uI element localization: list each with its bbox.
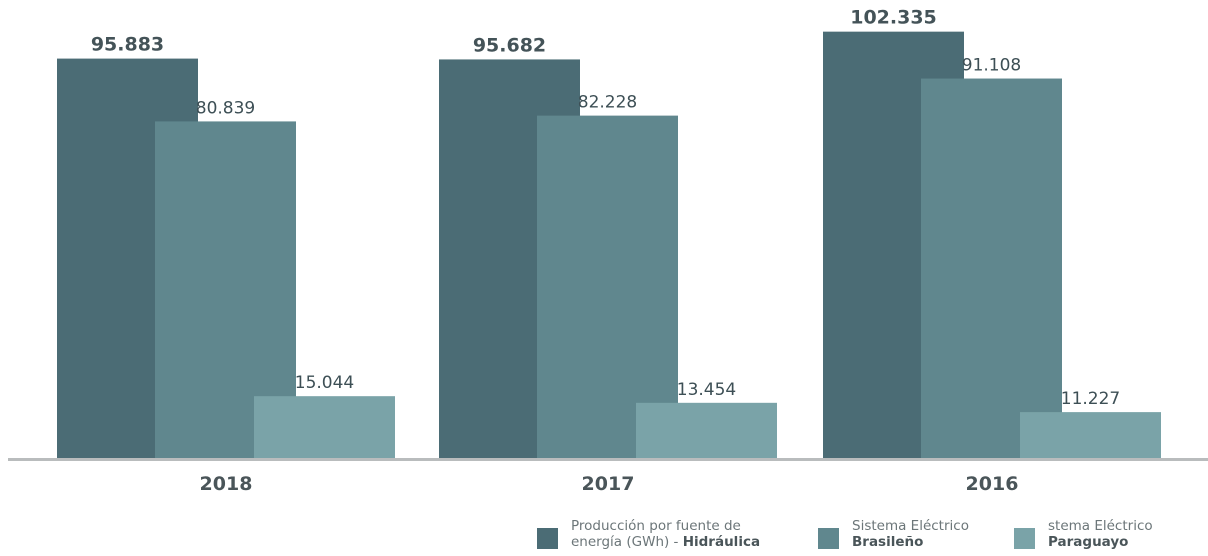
legend-line1: Sistema Eléctrico (852, 518, 969, 534)
value-label-2016-series-2: 91.108 (962, 56, 1021, 76)
value-label-2016-series-1: 102.335 (850, 7, 937, 29)
legend-item-paraguayo: stema Eléctrico Paraguayo (1014, 518, 1153, 550)
category-label-2016: 2016 (966, 473, 1019, 495)
legend: Producción por fuente de energía (GWh) -… (0, 518, 1208, 556)
legend-item-brasileno: Sistema Eléctrico Brasileño (818, 518, 969, 550)
category-labels-layer: 2018 2017 2016 (200, 473, 1019, 495)
value-label-2016-series-3: 11.227 (1061, 389, 1120, 409)
value-label-2018-series-3: 15.044 (295, 373, 354, 393)
legend-swatch-brasileno (818, 528, 839, 549)
legend-line1: stema Eléctrico (1048, 518, 1153, 534)
bar-2016-series-3 (1020, 412, 1161, 459)
legend-line1: Producción por fuente de (571, 518, 741, 534)
value-label-2018-series-1: 95.883 (91, 34, 164, 56)
legend-line2: Paraguayo (1048, 534, 1129, 550)
value-label-2018-series-2: 80.839 (196, 98, 255, 118)
legend-line2: energía (GWh) - Hidráulica (571, 534, 761, 550)
value-label-2017-series-2: 82.228 (578, 93, 637, 113)
legend-text-hidraulica: Producción por fuente de energía (GWh) -… (571, 518, 760, 550)
legend-swatch-paraguayo (1014, 528, 1035, 549)
legend-item-hidraulica: Producción por fuente de energía (GWh) -… (537, 518, 760, 550)
bar-chart: 95.883 80.839 15.044 95.682 82.228 13.454 102.… (8, 7, 1208, 495)
bar-2016-series-2 (921, 78, 1062, 459)
legend-swatch-hidraulica (537, 528, 558, 549)
bar-2018-series-3 (254, 396, 395, 459)
bar-2017-series-3 (636, 402, 777, 459)
value-labels-layer: 95.883 80.839 15.044 95.682 82.228 13.454 102.… (91, 7, 1120, 409)
legend-text-brasileno: Sistema Eléctrico Brasileño (852, 518, 969, 550)
category-label-2018: 2018 (200, 473, 253, 495)
bars-layer (57, 31, 1161, 460)
legend-line2: Brasileño (852, 534, 924, 550)
value-label-2017-series-3: 13.454 (677, 380, 736, 400)
bar-2017-series-2 (537, 115, 678, 459)
category-label-2017: 2017 (582, 473, 635, 495)
value-label-2017-series-1: 95.682 (473, 34, 546, 56)
legend-text-paraguayo: stema Eléctrico Paraguayo (1048, 518, 1153, 550)
